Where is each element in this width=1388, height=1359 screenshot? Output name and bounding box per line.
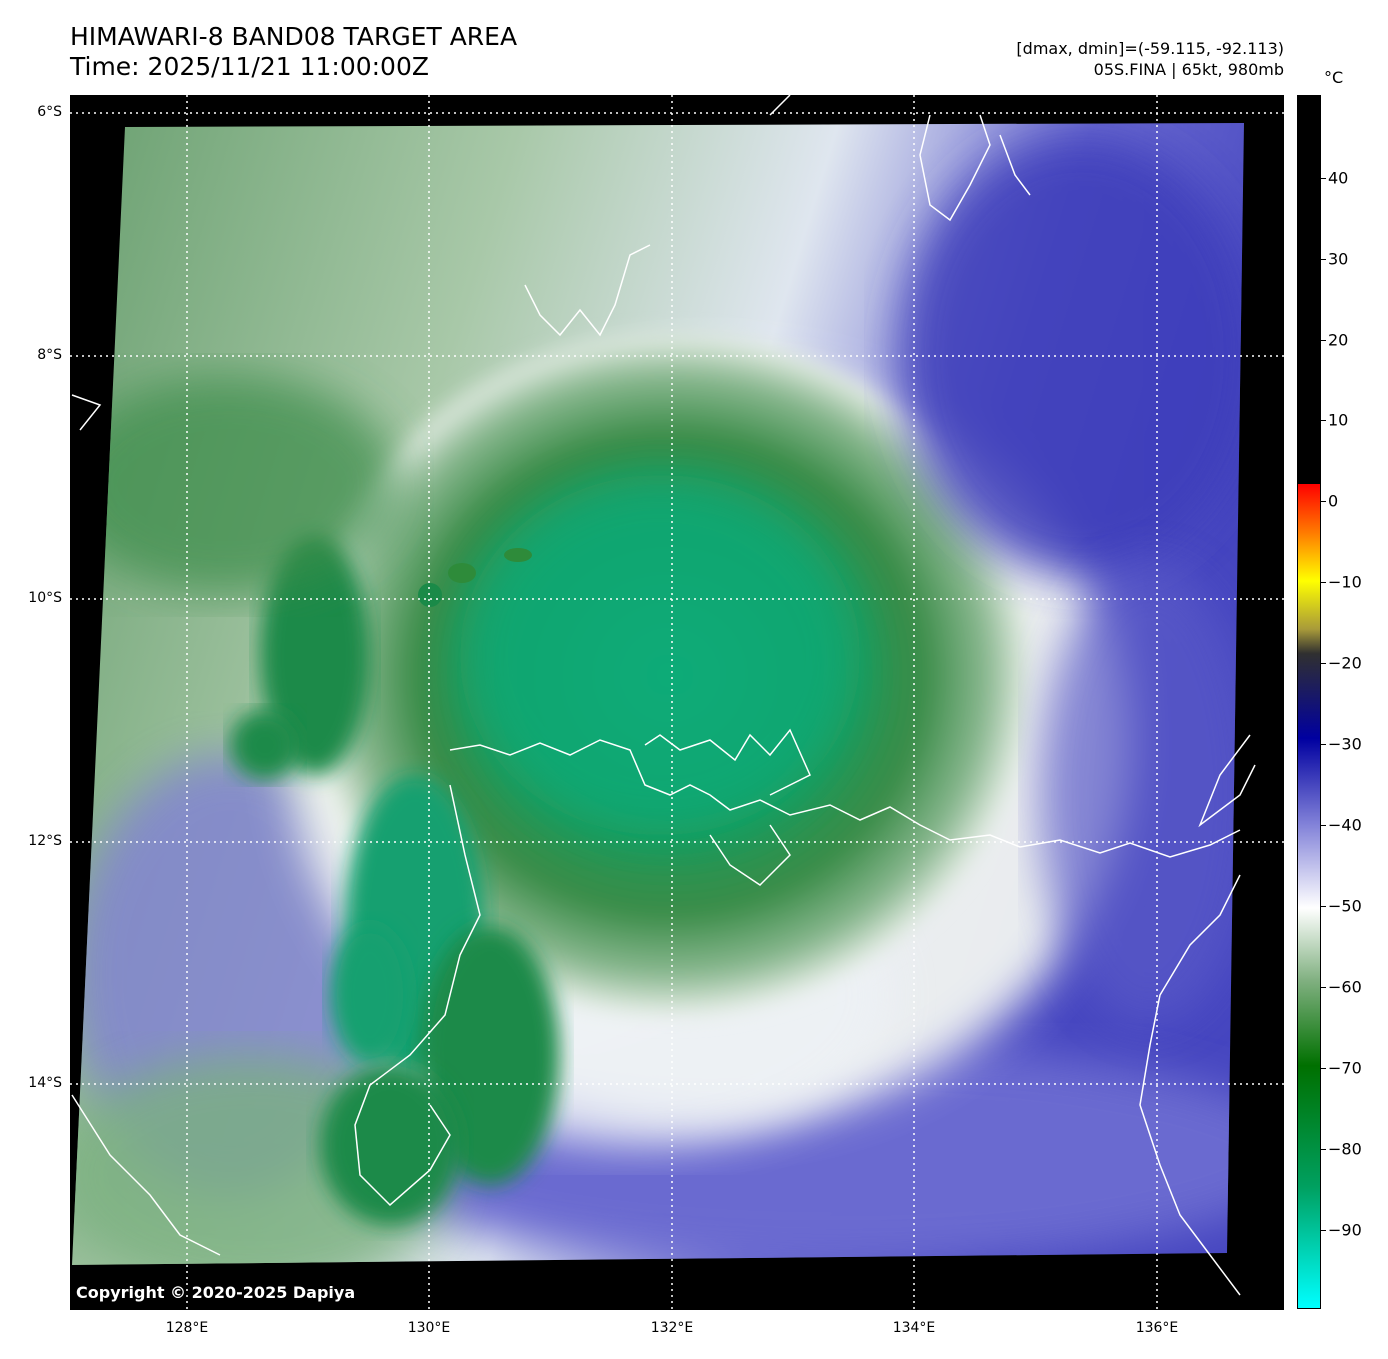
colorbar-label-minus80: −80 [1328, 1139, 1362, 1159]
colorbar-tick [1321, 987, 1326, 988]
coastline-cobourg [644, 728, 811, 796]
colorbar-label-minus10: −10 [1328, 572, 1362, 592]
colorbar-tick [1321, 420, 1326, 421]
title-line-1: HIMAWARI-8 BAND08 TARGET AREA [70, 22, 518, 51]
colorbar-label-minus70: −70 [1328, 1058, 1362, 1078]
coastline-southwest [71, 1094, 221, 1256]
colorbar-tick [1321, 1068, 1326, 1069]
image-title: HIMAWARI-8 BAND08 TARGET AREA Time: 2025… [70, 22, 517, 82]
lat-label-8s: 8°S [37, 347, 62, 363]
coastline-east [1139, 874, 1241, 1296]
colorbar-tick [1321, 178, 1326, 179]
copyright-notice: Copyright © 2020-2025 Dapiya [76, 1283, 356, 1302]
colorbar-tick [1321, 501, 1326, 502]
lat-label-6s: 6°S [37, 104, 62, 120]
lon-label-134e: 134°E [892, 1320, 936, 1336]
colorbar-label-10: 10 [1328, 410, 1349, 430]
colorbar-tick [1321, 259, 1326, 260]
colorbar-label-minus60: −60 [1328, 977, 1362, 997]
coastline-cape-york [1198, 734, 1256, 828]
colorbar-label-20: 20 [1328, 330, 1349, 350]
lon-label-130e: 130°E [407, 1320, 451, 1336]
colorbar-label-30: 30 [1328, 249, 1349, 269]
colorbar-tick [1321, 340, 1326, 341]
coastlines [71, 95, 1256, 1296]
coastline-north-australia [449, 739, 1241, 858]
graticule [70, 95, 1284, 1310]
coastline-arnhem [709, 824, 791, 886]
lon-label-128e: 128°E [165, 1320, 209, 1336]
colorbar-tick [1321, 582, 1326, 583]
satellite-image [70, 95, 1284, 1310]
storm-name-intensity: 05S.FINA | 65kt, 980mb [1093, 60, 1284, 79]
colorbar-label-minus90: −90 [1328, 1220, 1362, 1240]
coastline-new-guinea-islands [769, 95, 1031, 222]
colorbar-tick [1321, 744, 1326, 745]
satellite-map: Copyright © 2020-2025 Dapiya [70, 95, 1284, 1310]
colorbar [1297, 95, 1321, 1309]
colorbar-label-minus40: −40 [1328, 815, 1362, 835]
coastline-tanimbar [524, 244, 651, 337]
colorbar-tick [1321, 1149, 1326, 1150]
colorbar-label-minus50: −50 [1328, 896, 1362, 916]
lon-label-136e: 136°E [1135, 1320, 1179, 1336]
storm-info: [dmax, dmin]=(-59.115, -92.113) 05S.FINA… [1016, 38, 1284, 80]
colorbar-unit: °C [1324, 68, 1344, 87]
colorbar-tick [1321, 1230, 1326, 1231]
colorbar-tick [1321, 825, 1326, 826]
coastline-west [354, 784, 481, 1207]
title-line-2: Time: 2025/11/21 11:00:00Z [70, 52, 429, 81]
lat-label-14s: 14°S [28, 1075, 62, 1091]
colorbar-tick [1321, 663, 1326, 664]
colorbar-label-0: 0 [1328, 491, 1339, 511]
lat-label-10s: 10°S [28, 590, 62, 606]
colorbar-label-minus30: −30 [1328, 734, 1362, 754]
colorbar-tick [1321, 906, 1326, 907]
colorbar-label-40: 40 [1328, 168, 1349, 188]
temperature-range: [dmax, dmin]=(-59.115, -92.113) [1016, 39, 1284, 58]
coastline-timor [71, 394, 102, 431]
colorbar-label-minus20: −20 [1328, 653, 1362, 673]
lat-label-12s: 12°S [28, 833, 62, 849]
image-footprint [72, 123, 1244, 1265]
lon-label-132e: 132°E [650, 1320, 694, 1336]
